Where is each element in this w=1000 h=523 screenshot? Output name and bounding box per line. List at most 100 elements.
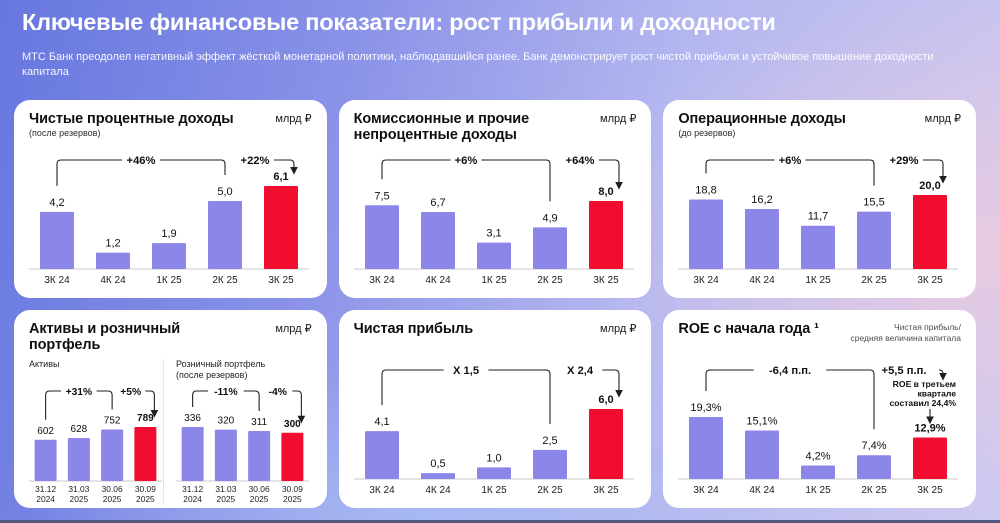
annotation-arrow-line [273, 159, 298, 175]
bar [101, 429, 124, 481]
bar-category-label: 3К 25 [593, 485, 619, 496]
bar-value-label: 311 [251, 417, 267, 428]
annotation-label: +22% [241, 155, 270, 167]
bar-value-label: 7,5 [374, 190, 389, 202]
bar [208, 200, 242, 269]
bar-value-label: 11,7 [808, 211, 829, 223]
bar-value-label: 4,9 [542, 212, 557, 224]
annotation-label: +46% [127, 155, 156, 167]
bar-category-label: 4К 24 [750, 485, 776, 496]
bar-value-label: 15,5 [864, 197, 885, 209]
unit-label: млрд ₽ [275, 323, 312, 335]
panel-head: ROE с начала года ¹ Чистая прибыль/ сред… [678, 321, 961, 359]
panel-head: Комиссионные и прочие непроцентные доход… [354, 111, 637, 149]
bar-category-label: 4К 24 [425, 275, 451, 286]
annotation-label: +64% [565, 155, 594, 167]
sub-chart-label: Активы [29, 359, 60, 369]
bar-value-label: 752 [104, 416, 121, 427]
panel-assets-retail-portfolio: Активы и розничный портфель млрд ₽ Актив… [14, 310, 327, 508]
bar-chart-fee-income: 7,5 3К 24 6,7 4К 24 3,1 1К 25 4,9 2К 25 8,0 3К 25… [353, 155, 634, 286]
panel-net-interest-income: Чистые процентные доходы (после резервов… [14, 100, 327, 298]
annotation-label: -6,4 п.п. [769, 365, 811, 377]
bar-category-label: 3К 24 [694, 485, 720, 496]
bar [745, 430, 780, 479]
bar [248, 431, 271, 481]
bar-category-label: 31.03 2025 [68, 484, 89, 504]
bar-category-label: 3К 24 [694, 275, 720, 286]
annotation-label: +31% [66, 387, 93, 398]
bar-category-label: 3К 25 [918, 485, 944, 496]
bar [689, 199, 724, 269]
panel-title: Операционные доходы [678, 111, 846, 127]
bar-value-label: 1,9 [161, 228, 176, 240]
bar [857, 211, 892, 269]
bar [420, 473, 455, 479]
bar-category-label: 4К 24 [425, 485, 451, 496]
bar-value-label: 4,2% [806, 451, 831, 463]
bar-category-label: 30.09 2025 [282, 484, 303, 504]
bar-category-label: 1К 25 [481, 485, 507, 496]
bar-category-label: 31.12 2024 [182, 484, 203, 504]
bar [801, 225, 836, 269]
annotation-bracket-line [705, 159, 775, 174]
bar-value-label: 1,2 [105, 238, 120, 250]
split-charts: Активы 602 31.12 2024 628 31.03 2025 752 30.06 2… [29, 359, 312, 505]
bar-category-label: 2К 25 [212, 275, 238, 286]
sub-chart-retail-portfolio: Розничный портфель (после резервов) 336 3… [163, 359, 309, 505]
annotation-bracket-line [96, 390, 113, 410]
annotation-bracket-line [56, 159, 123, 186]
panel-head: Операционные доходы (до резервов) млрд ₽ [678, 111, 961, 149]
bar [420, 212, 455, 269]
panel-title: ROE с начала года ¹ [678, 321, 819, 337]
unit-label: млрд ₽ [600, 323, 637, 335]
bar-value-label: 6,1 [273, 171, 288, 183]
panel-title: Чистые процентные доходы [29, 111, 234, 127]
bar [476, 467, 511, 479]
annotation-bracket-line [45, 390, 62, 420]
bar-value-label: 12,9% [915, 423, 946, 435]
bar [67, 438, 90, 481]
bar-category-label: 4К 24 [100, 275, 126, 286]
bar [801, 465, 836, 479]
bar-category-label: 2К 25 [862, 485, 888, 496]
bar-category-label: 1К 25 [806, 485, 832, 496]
bar [40, 211, 74, 269]
bar-chart-net-profit: 4,1 3К 24 0,5 4К 24 1,0 1К 25 2,5 2К 25 6,0 3К 25… [353, 365, 634, 496]
annotation-note: ROE в третьем квартале составил 24,4% [890, 379, 957, 408]
panel-net-profit: Чистая прибыль млрд ₽ 4,1 3К 24 0,5 4К 24 1,… [338, 310, 652, 508]
annotation-arrow-line [598, 159, 623, 190]
bar-category-label: 3К 24 [369, 485, 395, 496]
bar-category-label: 3К 25 [918, 275, 944, 286]
slide-subtitle: МТС Банк преодолел негативный эффект жёс… [22, 51, 934, 78]
annotation-label: +5,5 п.п. [882, 365, 927, 377]
bar-value-label: 19,3% [691, 402, 722, 414]
panel-title: Активы и розничный портфель [29, 321, 181, 354]
bar [857, 455, 892, 479]
bar-value-label: 18,8 [696, 184, 717, 196]
bar-value-label: 15,1% [747, 415, 778, 427]
bar [181, 427, 204, 481]
annotation-label: -11% [214, 387, 237, 398]
bar-value-label: 320 [218, 416, 235, 427]
panel-head: Активы и розничный портфель млрд ₽ [29, 321, 312, 359]
annotation-arrow-line [939, 369, 948, 381]
unit-label: млрд ₽ [600, 113, 637, 125]
bar-value-label: 789 [137, 413, 154, 424]
annotation-arrow-line [602, 369, 623, 398]
annotation-label: +29% [890, 155, 919, 167]
bar-highlighted [913, 195, 948, 269]
slide-title: Ключевые финансовые показатели: рост при… [22, 9, 776, 35]
bar-category-label: 1К 25 [156, 275, 182, 286]
charts-grid: Чистые процентные доходы (после резервов… [14, 100, 976, 508]
panel-head: Чистая прибыль млрд ₽ [354, 321, 637, 359]
bar [364, 431, 399, 479]
annotation-arrow-line [145, 390, 159, 418]
panel-fee-income: Комиссионные и прочие непроцентные доход… [338, 100, 652, 298]
bar [745, 209, 780, 269]
annotation-label: +5% [120, 387, 141, 398]
annotation-label: Х 1,5 [453, 365, 479, 377]
annotation-bracket-line [488, 369, 551, 424]
bar-value-label: 8,0 [598, 186, 613, 198]
bar-value-label: 628 [71, 424, 88, 435]
